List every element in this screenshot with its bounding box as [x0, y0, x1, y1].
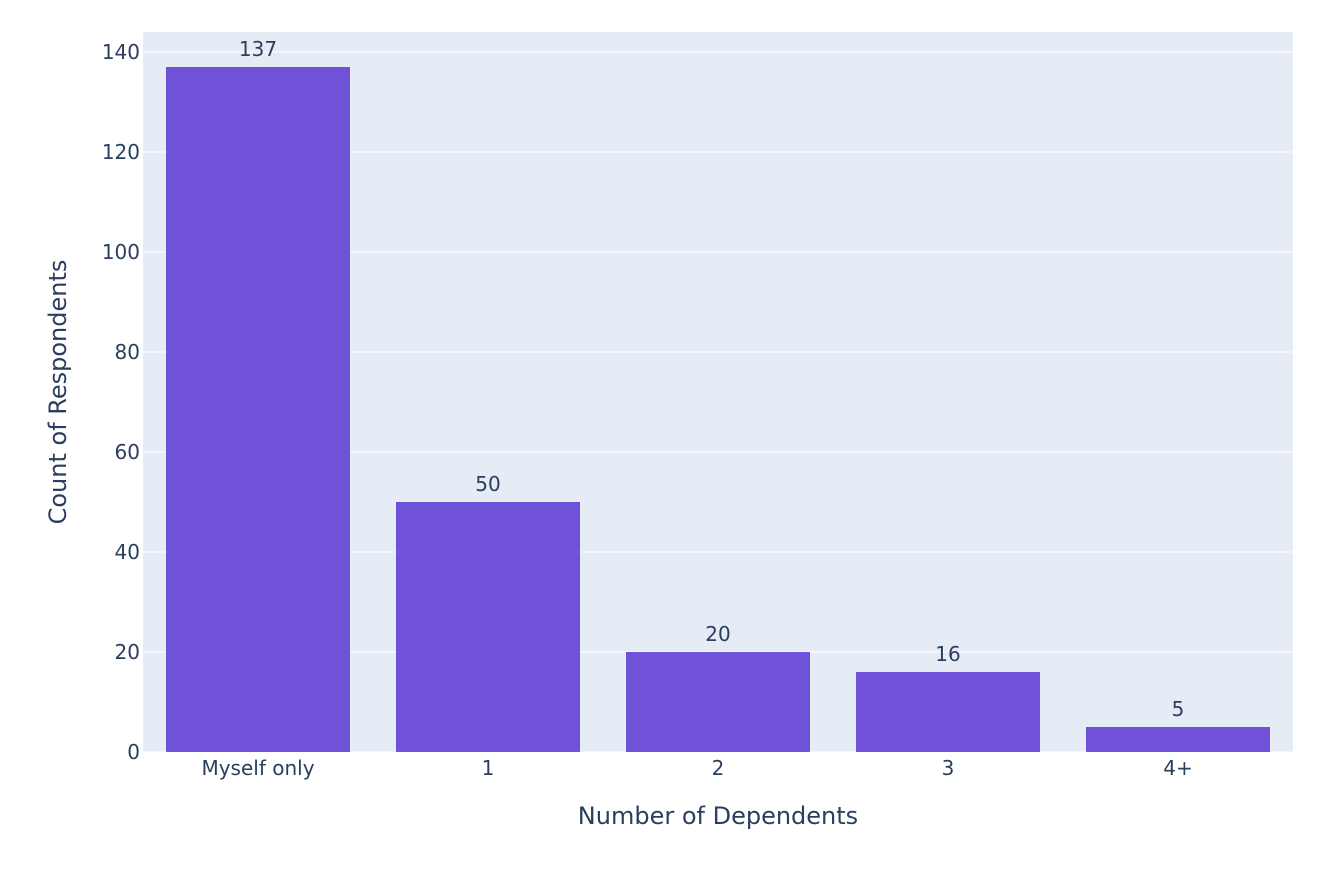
bar: [166, 67, 350, 752]
y-tick-label: 140: [102, 40, 140, 64]
y-tick-label: 60: [115, 440, 140, 464]
y-tick-label: 0: [127, 740, 140, 764]
x-tick-label: 4+: [1163, 756, 1192, 780]
x-axis-title: Number of Dependents: [578, 802, 858, 830]
y-tick-label: 100: [102, 240, 140, 264]
y-axis-ticks: 0 20 40 60 80 100 120 140: [102, 40, 140, 764]
x-tick-label: 3: [942, 756, 955, 780]
bar-value-label: 137: [239, 37, 277, 61]
bar: [626, 652, 810, 752]
bar-value-label: 16: [935, 642, 960, 666]
bars: [166, 67, 1270, 752]
y-axis-title: Count of Respondents: [44, 260, 72, 525]
bar: [396, 502, 580, 752]
x-tick-label: Myself only: [201, 756, 314, 780]
x-tick-label: 2: [712, 756, 725, 780]
bar-value-label: 20: [705, 622, 730, 646]
x-tick-label: 1: [482, 756, 495, 780]
data-labels: 137 50 20 16 5: [239, 37, 1184, 721]
bar: [856, 672, 1040, 752]
bar-value-label: 50: [475, 472, 500, 496]
x-axis-ticks: Myself only 1 2 3 4+: [201, 756, 1192, 780]
bar-value-label: 5: [1172, 697, 1185, 721]
y-tick-label: 80: [115, 340, 140, 364]
bar: [1086, 727, 1270, 752]
y-tick-label: 40: [115, 540, 140, 564]
y-tick-label: 20: [115, 640, 140, 664]
y-tick-label: 120: [102, 140, 140, 164]
